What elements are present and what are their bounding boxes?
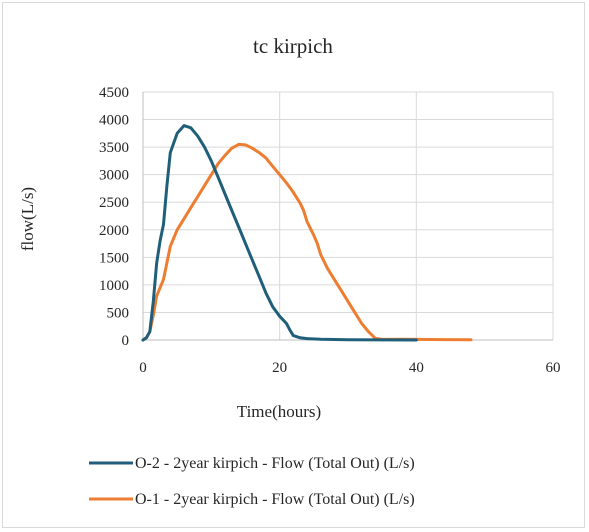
y-tick-label: 4000: [99, 113, 129, 129]
series-lines: [141, 124, 473, 342]
series-line-o1: [141, 142, 473, 342]
line-chart: tc kirpich 0 500 1000 1500 2000 2500 3000 3500 4…: [18, 34, 561, 508]
chart-title: tc kirpich: [253, 34, 333, 58]
gridlines: [143, 91, 554, 341]
legend-entry: O-1 - 2year kirpich - Flow (Total Out) (…: [135, 491, 415, 508]
chart-area: tc kirpich 0 500 1000 1500 2000 2500 3000 3500 4…: [2, 2, 585, 528]
y-tick-label: 4500: [99, 85, 129, 101]
x-tick-label: 40: [409, 360, 424, 376]
y-tick-label: 2000: [99, 223, 129, 239]
x-tick-label: 60: [546, 360, 561, 376]
y-tick-label: 2500: [99, 195, 129, 211]
y-axis-label: flow(L/s): [18, 187, 37, 251]
y-tick-label: 3500: [99, 140, 129, 156]
x-axis-label: Time(hours): [237, 402, 321, 421]
legend-entry: O-2 - 2year kirpich - Flow (Total Out) (…: [135, 455, 415, 472]
y-tick-label: 500: [107, 305, 130, 321]
y-tick-label: 1000: [99, 278, 129, 294]
axes: 0 500 1000 1500 2000 2500 3000 3500 4000 4500 0 20 4…: [99, 85, 561, 376]
x-tick-label: 0: [139, 360, 147, 376]
y-tick-label: 1500: [99, 250, 129, 266]
series-line-o2: [141, 124, 418, 342]
y-tick-label: 3000: [99, 168, 129, 184]
y-tick-label: 0: [122, 333, 130, 349]
legend: O-2 - 2year kirpich - Flow (Total Out) (…: [89, 455, 415, 508]
x-tick-label: 20: [272, 360, 287, 376]
